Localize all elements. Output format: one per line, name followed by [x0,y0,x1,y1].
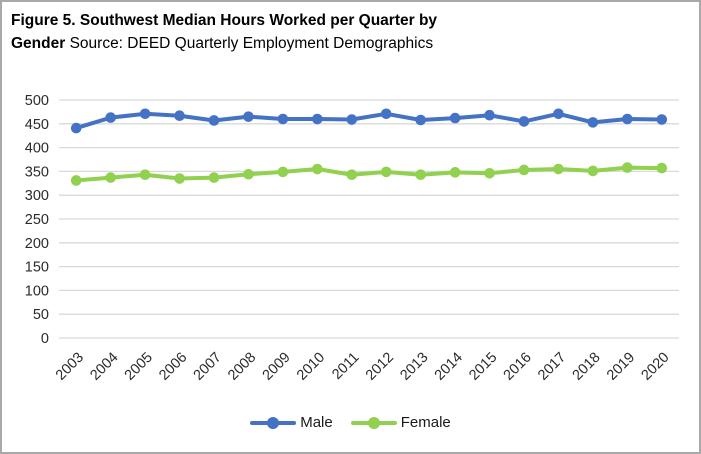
data-point-female [105,172,116,183]
y-tick-label: 300 [25,188,49,204]
x-tick-label: 2009 [260,350,294,384]
x-tick-label: 2013 [397,350,431,384]
data-point-female [553,163,564,175]
data-point-female [587,165,599,177]
data-point-female [380,166,392,178]
legend-label-female: Female [400,414,451,431]
series-line-female [74,165,664,183]
x-tick-label: 2010 [294,350,328,384]
x-tick-label: 2006 [156,350,190,384]
y-tick-label: 150 [25,260,49,276]
y-tick-label: 400 [25,141,49,157]
data-point-male [553,108,564,120]
x-tick-label: 2012 [363,350,397,384]
data-point-male [277,113,289,125]
figure-title-line2: Gender Source: DEED Quarterly Employment… [11,32,691,55]
x-tick-label: 2007 [191,350,225,384]
data-point-male [484,109,495,121]
x-tick-label: 2004 [87,350,121,384]
y-tick-label: 100 [25,283,49,299]
x-tick-label: 2018 [570,350,604,384]
x-tick-label: 2015 [466,350,500,384]
data-point-male [449,112,461,124]
legend-item-male: Male [250,414,333,431]
y-tick-label: 350 [25,164,49,180]
data-point-female [70,175,82,186]
data-point-female [346,169,358,181]
data-point-male [415,114,426,126]
data-point-female [277,166,289,178]
data-point-female [656,162,668,174]
data-point-female [518,164,530,176]
data-point-female [484,168,495,179]
data-point-male [174,110,185,122]
data-point-male [380,108,392,120]
y-tick-label: 500 [25,93,49,109]
legend-label-male: Male [300,414,333,431]
data-point-male [656,114,668,125]
y-tick-label: 50 [33,307,49,323]
data-point-female [139,169,151,181]
data-point-male [518,116,530,127]
y-tick-label: 450 [25,117,49,133]
data-point-female [174,173,185,184]
data-point-female [415,169,426,181]
data-point-male [70,122,82,134]
chart-legend: Male Female [2,414,699,431]
x-tick-label: 2005 [122,350,156,384]
x-tick-label: 2016 [501,350,535,384]
data-point-male [622,113,633,125]
data-point-male [243,111,254,122]
y-tick-label: 250 [25,212,49,228]
figure-source-text: Source: DEED Quarterly Employment Demogr… [65,35,434,52]
x-tick-label: 2003 [53,350,87,384]
series-line-male [74,111,664,131]
x-tick-label: 2019 [604,350,638,384]
data-point-male [346,114,358,125]
x-tick-label: 2017 [535,350,569,384]
data-point-female [622,162,633,173]
x-tick-label: 2020 [638,350,672,384]
x-tick-label: 2011 [329,350,362,383]
data-point-female [243,168,254,180]
data-point-male [587,117,599,128]
data-point-male [312,113,323,125]
y-tick-label: 0 [41,331,49,347]
figure-title-line1: Figure 5. Southwest Median Hours Worked … [11,9,691,32]
figure-title-gender-text: Gender [11,35,66,52]
data-point-male [139,108,151,120]
data-point-female [312,163,323,175]
legend-item-female: Female [350,414,451,431]
x-tick-label: 2008 [225,350,259,384]
x-tick-label: 2014 [432,350,466,384]
data-point-male [208,115,220,126]
figure-title: Figure 5. Southwest Median Hours Worked … [11,9,691,55]
data-point-male [105,112,116,123]
male-series-marker-icon [250,416,297,429]
female-series-marker-icon [350,416,397,429]
data-point-female [208,172,220,183]
data-point-female [449,167,461,178]
y-tick-label: 200 [25,236,49,252]
figure-title-line1-text: Figure 5. Southwest Median Hours Worked … [11,12,438,29]
